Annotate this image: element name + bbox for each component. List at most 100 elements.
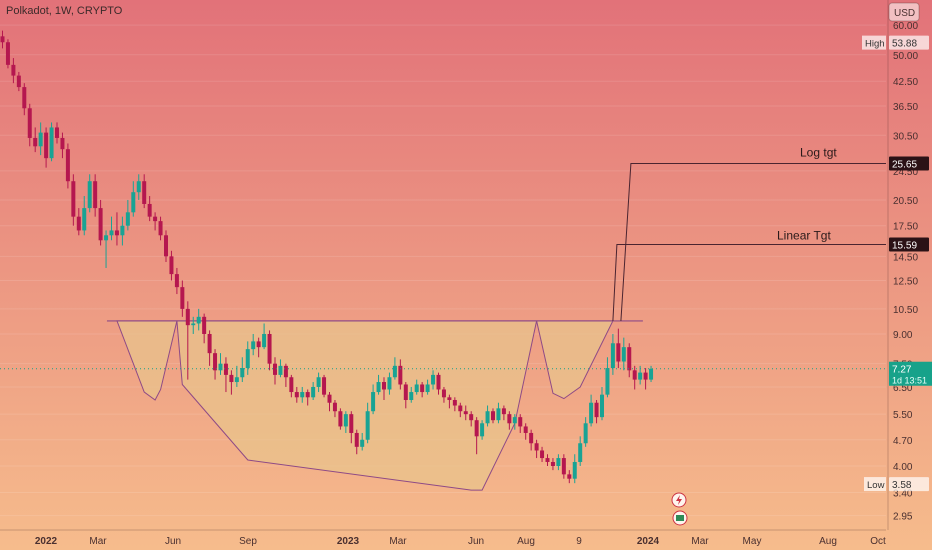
candle-body <box>518 417 523 427</box>
lightning-icon-glyph <box>676 495 682 505</box>
chart-icons[interactable] <box>671 492 688 526</box>
candle <box>11 58 16 84</box>
candle-body <box>207 333 212 354</box>
candle-body <box>234 377 239 383</box>
candle <box>174 267 179 295</box>
x-tick-label: Aug <box>517 536 535 547</box>
candle-body <box>191 323 196 326</box>
x-tick-label: 9 <box>576 536 582 547</box>
candle-body <box>256 341 261 348</box>
price-axis[interactable]: 60.00 50.00 42.50 36.50 30.50 24.50 20.50 17.50… <box>862 0 932 530</box>
candle-body <box>496 408 501 421</box>
candle <box>218 353 223 375</box>
last-price-value: 7.27 <box>892 365 912 376</box>
candle-body <box>218 363 223 371</box>
y-tick-label: 12.50 <box>893 276 918 287</box>
high-value-text: 53.88 <box>892 39 917 50</box>
candle <box>616 328 621 369</box>
candle <box>338 408 343 430</box>
candle <box>589 394 594 427</box>
last-price-countdown: 1d 13:51 <box>892 376 927 386</box>
candle-body <box>376 382 381 393</box>
candle <box>223 357 228 393</box>
candle-body <box>311 386 316 398</box>
candle <box>245 341 250 375</box>
high-value: 53.88 <box>889 35 929 50</box>
candle <box>65 143 70 189</box>
flag-icon-glyph <box>676 515 684 521</box>
candle <box>610 333 615 375</box>
y-tick-label: 5.50 <box>893 410 913 421</box>
candle <box>371 384 376 415</box>
target-lines: Log tgt Linear Tgt <box>612 145 886 321</box>
candle-body <box>371 392 376 412</box>
y-tick-label: 20.50 <box>893 196 918 207</box>
lightning-icon[interactable] <box>671 492 687 508</box>
candle-body <box>447 397 452 400</box>
candle-body <box>38 132 43 147</box>
candle-body <box>322 377 327 395</box>
candle-body <box>474 420 479 437</box>
candle <box>649 365 654 383</box>
candle <box>240 357 245 383</box>
candle <box>441 386 446 403</box>
candle-body <box>202 316 207 334</box>
candle-body <box>338 411 343 427</box>
candle-body <box>114 230 119 236</box>
candle <box>273 357 277 385</box>
candle <box>213 349 218 380</box>
candle-body <box>480 423 485 437</box>
candle <box>491 408 495 424</box>
high-label-bg <box>862 35 886 50</box>
candle <box>120 216 125 246</box>
candle-body <box>82 208 87 231</box>
candle <box>376 374 381 395</box>
candle-body <box>638 372 643 380</box>
candle <box>403 382 408 409</box>
candle <box>529 429 534 451</box>
candle <box>109 216 114 241</box>
candle-body <box>49 127 54 159</box>
candle-body <box>572 461 577 479</box>
candle-body <box>594 402 599 418</box>
candle <box>496 402 501 424</box>
candle-body <box>120 225 125 236</box>
candle-body <box>289 377 294 393</box>
candle <box>98 199 103 246</box>
candle <box>458 402 463 418</box>
currency-bg <box>888 2 920 22</box>
y-tick-label: 10.50 <box>893 305 918 316</box>
candle <box>469 411 474 427</box>
candle-body <box>11 64 16 76</box>
time-axis[interactable]: 2022 Mar Jun Sep 2023 Mar Jun Aug 9 2024 Mar May Aug… <box>0 529 886 547</box>
currency-button[interactable]: USD <box>888 2 920 22</box>
candle-body <box>76 216 81 231</box>
candle-body <box>327 394 332 403</box>
candle-body <box>294 392 299 398</box>
candle-body <box>409 392 414 400</box>
candle-body <box>180 287 185 309</box>
candle <box>71 174 76 226</box>
candle <box>169 250 174 281</box>
candle-body <box>561 458 566 475</box>
candle-body <box>387 377 392 390</box>
candle-body <box>403 384 408 400</box>
candle-body <box>158 221 163 236</box>
flag-icon[interactable] <box>672 510 688 526</box>
candle <box>5 39 10 69</box>
candle <box>594 399 599 424</box>
linear-target-price: 15.59 <box>889 237 929 252</box>
x-tick-label: 2024 <box>637 536 660 547</box>
x-tick-label: Mar <box>389 536 407 547</box>
candle-body <box>332 402 337 412</box>
candle <box>234 365 239 387</box>
last-price-bg <box>889 361 932 386</box>
candle-body <box>529 432 534 444</box>
linear-target-label: Linear Tgt <box>777 229 831 243</box>
candle-body <box>469 414 474 421</box>
candle <box>632 365 637 390</box>
currency-label: USD <box>894 8 915 19</box>
candle <box>452 397 457 412</box>
